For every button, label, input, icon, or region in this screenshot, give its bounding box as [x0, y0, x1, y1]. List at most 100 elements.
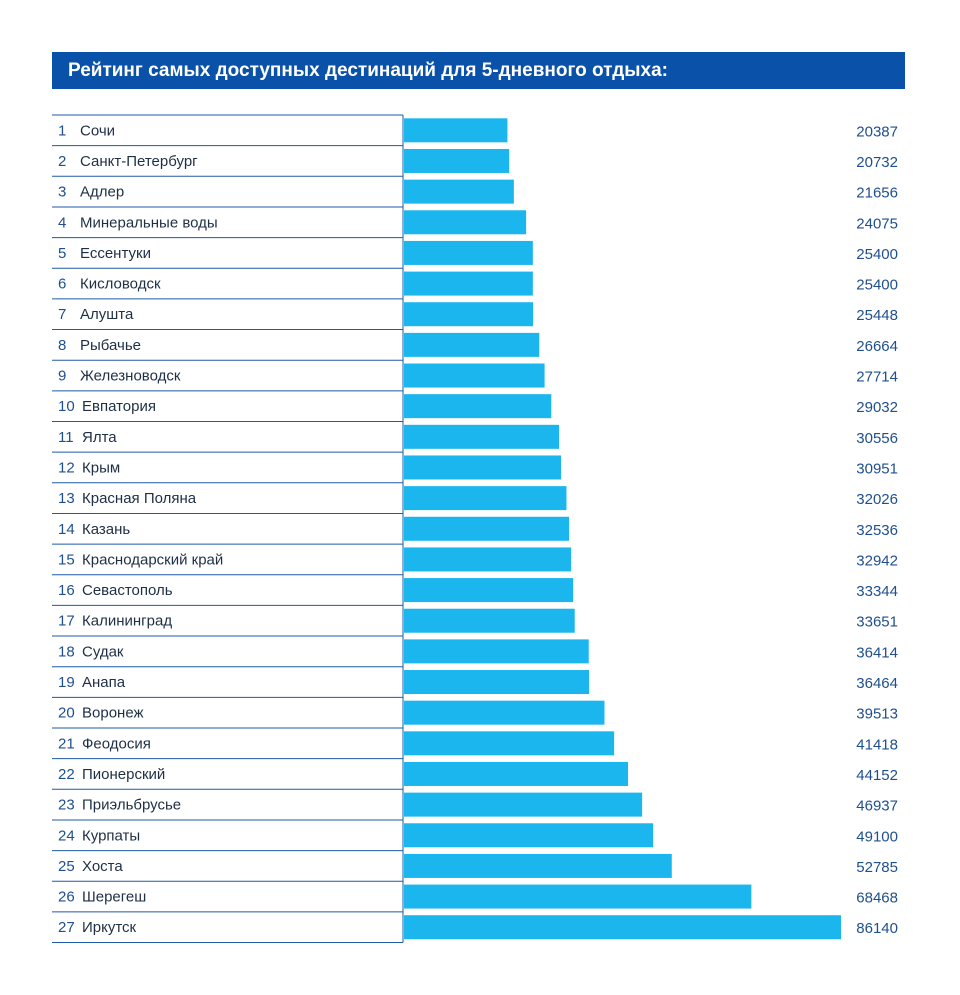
value-label: 68468: [856, 890, 898, 907]
destination-label: Евпатория: [82, 398, 156, 415]
bar: [404, 578, 574, 603]
rank-label: 16: [58, 582, 75, 599]
rank-label: 9: [58, 368, 66, 385]
value-label: 30556: [856, 430, 898, 447]
bar: [404, 761, 628, 786]
rank-label: 5: [58, 245, 66, 262]
bar: [404, 823, 654, 848]
bar: [404, 792, 643, 817]
value-label: 32536: [856, 522, 898, 539]
value-label: 25448: [856, 307, 898, 324]
chart-title-bar: Рейтинг самых доступных дестинаций для 5…: [52, 52, 905, 89]
rank-label: 4: [58, 214, 66, 231]
bar: [404, 547, 572, 572]
destination-label: Кисловодск: [80, 276, 161, 293]
bar: [404, 915, 841, 940]
destination-label: Алушта: [80, 306, 134, 323]
bar: [404, 210, 527, 235]
value-label: 39513: [856, 706, 898, 723]
destination-label: Воронеж: [82, 705, 144, 722]
rank-label: 25: [58, 858, 75, 875]
destination-label: Красная Поляна: [82, 490, 197, 507]
value-label: 20732: [856, 154, 898, 171]
value-label: 46937: [856, 798, 898, 815]
destination-label: Хоста: [82, 858, 123, 875]
rank-label: 12: [58, 459, 75, 476]
rank-label: 21: [58, 735, 75, 752]
value-label: 33344: [856, 583, 898, 600]
rank-label: 24: [58, 827, 75, 844]
rank-label: 6: [58, 276, 66, 293]
value-label: 44152: [856, 767, 898, 784]
value-label: 32026: [856, 491, 898, 508]
bar: [404, 486, 567, 511]
bar: [404, 700, 605, 725]
rank-label: 13: [58, 490, 75, 507]
rank-label: 22: [58, 766, 75, 783]
bar: [404, 394, 552, 419]
destination-label: Санкт-Петербург: [80, 153, 198, 170]
bar: [404, 853, 672, 878]
value-label: 27714: [856, 369, 898, 386]
bar: [404, 240, 533, 265]
bar: [404, 639, 589, 664]
bar: [404, 118, 508, 143]
rank-label: 7: [58, 306, 66, 323]
bar: [404, 455, 562, 480]
value-label: 21656: [856, 185, 898, 202]
bar: [404, 884, 752, 909]
bar: [404, 731, 615, 756]
destination-label: Судак: [82, 643, 124, 660]
destination-label: Ессентуки: [80, 245, 151, 262]
rank-label: 19: [58, 674, 75, 691]
bar: [404, 363, 545, 388]
rank-label: 27: [58, 919, 75, 936]
destination-label: Курпаты: [82, 827, 140, 844]
value-label: 26664: [856, 338, 898, 355]
destination-label: Сочи: [80, 122, 115, 139]
rank-label: 10: [58, 398, 75, 415]
value-label: 30951: [856, 460, 898, 477]
rank-label: 15: [58, 551, 75, 568]
destination-label: Краснодарский край: [82, 551, 223, 568]
bar: [404, 179, 514, 204]
value-label: 29032: [856, 399, 898, 416]
bar: [404, 608, 575, 633]
destination-label: Феодосия: [82, 735, 151, 752]
destination-label: Крым: [82, 459, 120, 476]
bar: [404, 302, 534, 327]
destination-label: Рыбачье: [80, 337, 141, 354]
destination-label: Анапа: [82, 674, 126, 691]
bar: [404, 670, 589, 695]
value-label: 20387: [856, 123, 898, 140]
bar: [404, 148, 510, 173]
value-label: 52785: [856, 859, 898, 876]
chart-title: Рейтинг самых доступных дестинаций для 5…: [68, 60, 668, 81]
value-label: 41418: [856, 736, 898, 753]
destination-label: Адлер: [80, 184, 124, 201]
destination-label: Казань: [82, 521, 130, 538]
destination-label: Пионерский: [82, 766, 165, 783]
destination-label: Минеральные воды: [80, 214, 218, 231]
value-label: 24075: [856, 215, 898, 232]
rank-label: 2: [58, 153, 66, 170]
rank-label: 8: [58, 337, 66, 354]
rank-label: 20: [58, 705, 75, 722]
destination-label: Калининград: [82, 613, 172, 630]
destination-label: Севастополь: [82, 582, 173, 599]
bar: [404, 424, 560, 449]
value-label: 32942: [856, 552, 898, 569]
bar: [404, 271, 533, 296]
rank-label: 14: [58, 521, 75, 538]
destination-label: Шерегеш: [82, 889, 146, 906]
value-label: 25400: [856, 277, 898, 294]
value-label: 33651: [856, 614, 898, 631]
value-label: 49100: [856, 828, 898, 845]
rank-label: 23: [58, 797, 75, 814]
value-label: 25400: [856, 246, 898, 263]
rank-label: 3: [58, 184, 66, 201]
value-label: 36464: [856, 675, 898, 692]
destination-label: Железноводск: [80, 368, 181, 385]
rank-label: 17: [58, 613, 75, 630]
